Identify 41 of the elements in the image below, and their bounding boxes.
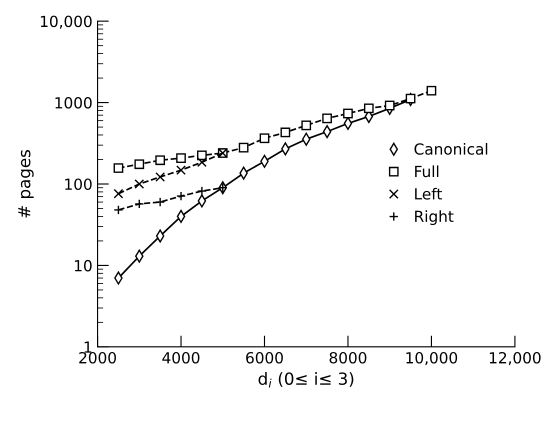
legend-label: Full: [415, 165, 438, 178]
point: [176, 153, 186, 163]
point: [197, 150, 207, 160]
point: [301, 120, 312, 130]
point: [155, 155, 166, 166]
legend-label: Canonical: [414, 142, 488, 155]
y-tick-label: 100: [65, 178, 92, 190]
point: [426, 86, 436, 96]
point: [197, 157, 207, 168]
point: [238, 142, 248, 152]
legend-label: Right: [415, 210, 454, 226]
point: [322, 114, 332, 124]
point: [176, 191, 186, 201]
point: [155, 197, 166, 207]
point: [134, 179, 144, 189]
point: [114, 205, 124, 215]
x-tick-label: 6000: [246, 352, 283, 364]
x-tick-label: 2000: [79, 352, 116, 364]
point: [134, 159, 144, 170]
y-tick-label: 1: [84, 342, 92, 353]
point: [176, 165, 186, 176]
point: [280, 128, 290, 138]
point: [155, 172, 166, 182]
point: [114, 188, 124, 199]
point: [406, 94, 416, 104]
y-axis-title: # pages: [18, 150, 34, 218]
point: [197, 186, 207, 196]
y-tick-label: 10,000: [40, 16, 92, 29]
y-tick-label: 10: [74, 260, 92, 272]
point: [384, 100, 395, 110]
point: [343, 108, 353, 118]
point: [364, 103, 374, 114]
point: [260, 133, 270, 144]
y-tick-label: 1000: [55, 97, 92, 109]
x-tick-label: 4000: [162, 352, 200, 364]
x-tick-label: 10,000: [406, 352, 458, 366]
point: [114, 163, 124, 173]
x-tick-label: 8000: [330, 352, 366, 364]
x-axis-title: d$_{i}$ (0≤ i≤ 3): [258, 372, 354, 388]
x-tick-label: 12,000: [490, 352, 541, 366]
legend-label: Left: [415, 188, 442, 200]
